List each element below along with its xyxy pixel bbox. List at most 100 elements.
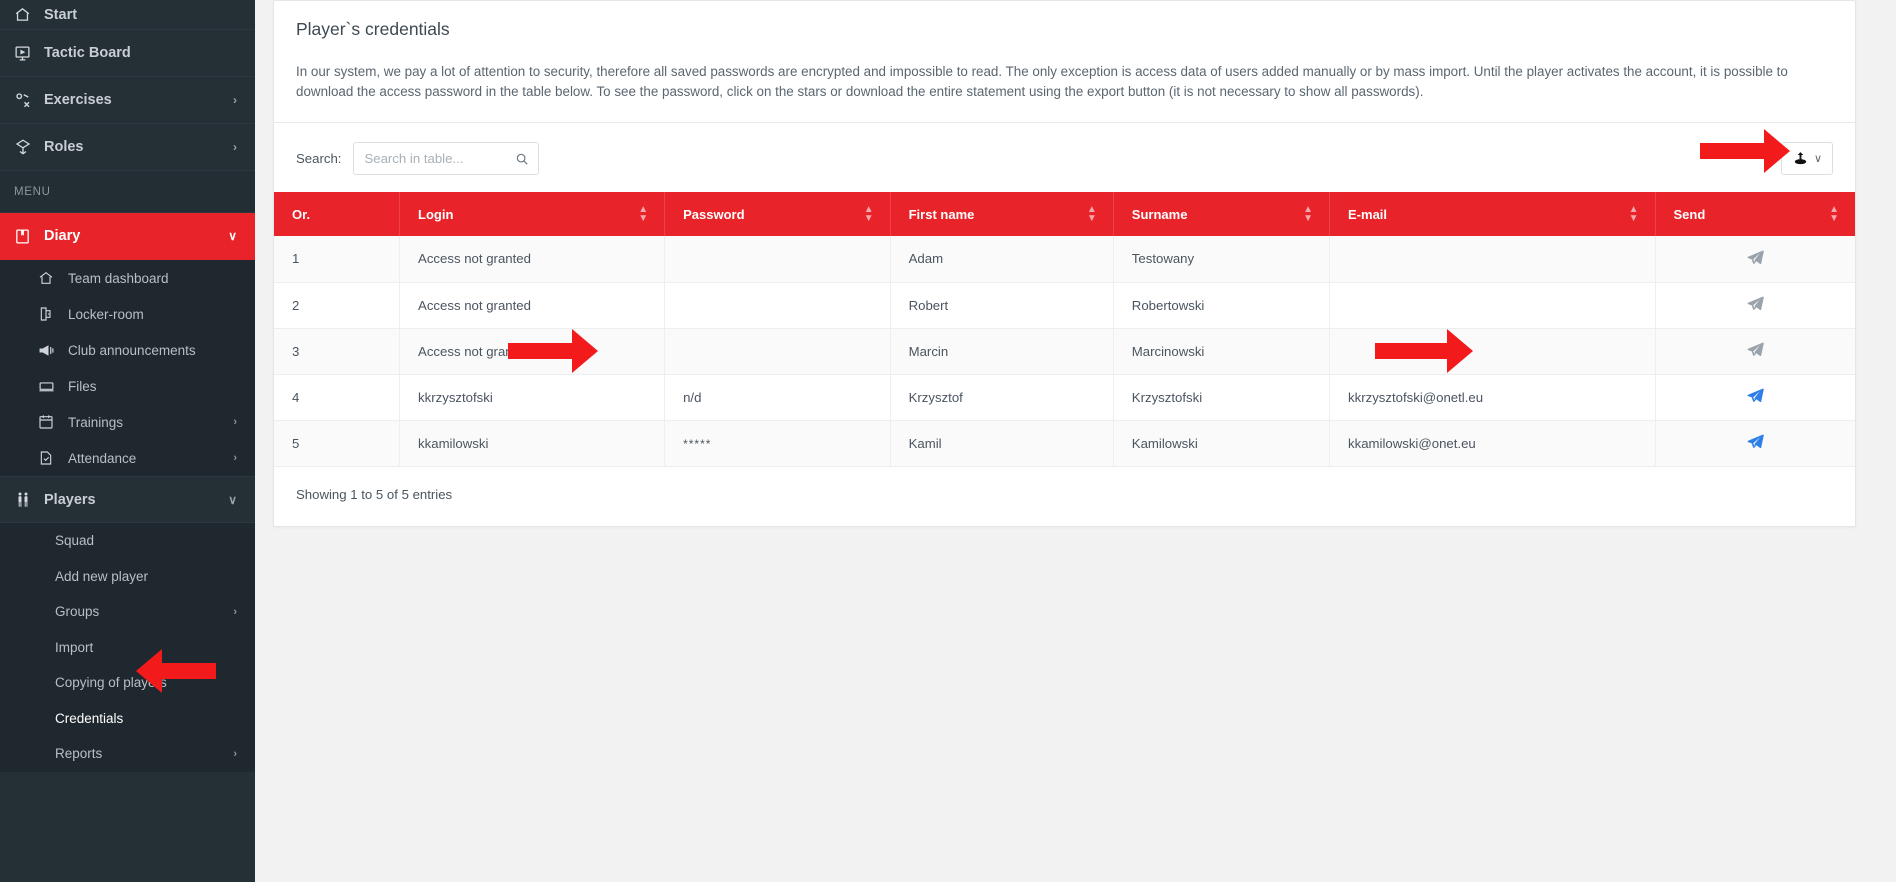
sidebar-item-label: Roles bbox=[44, 139, 84, 155]
cell-surname: Testowany bbox=[1113, 236, 1331, 283]
cell-email bbox=[1329, 282, 1656, 329]
search-box[interactable] bbox=[353, 142, 540, 175]
sidebar-item-players[interactable]: Players ∨ bbox=[0, 476, 255, 523]
sort-icon[interactable]: ▲ ▼ bbox=[1303, 204, 1314, 224]
sidebar-item-start[interactable]: Start bbox=[0, 0, 255, 30]
sidebar-item-groups[interactable]: Groups › bbox=[0, 594, 255, 630]
calendar-icon bbox=[38, 414, 68, 430]
cell-password[interactable]: n/d bbox=[664, 374, 891, 421]
send-plane-icon[interactable] bbox=[1746, 250, 1765, 270]
megaphone-icon bbox=[38, 342, 68, 359]
sidebar-item-add-new-player[interactable]: Add new player bbox=[0, 559, 255, 595]
sidebar-item-copying-of-players[interactable]: Copying of players bbox=[0, 665, 255, 701]
cell-or: 3 bbox=[274, 328, 401, 375]
sidebar-item-roles[interactable]: Roles › bbox=[0, 124, 255, 171]
cell-send[interactable] bbox=[1655, 420, 1855, 467]
sort-icon[interactable]: ▲ ▼ bbox=[1086, 204, 1097, 224]
cell-send[interactable] bbox=[1655, 328, 1855, 375]
cell-send[interactable] bbox=[1655, 236, 1855, 283]
password-value[interactable]: n/d bbox=[683, 389, 702, 405]
sort-icon[interactable]: ▲ ▼ bbox=[863, 204, 874, 224]
sidebar-item-files[interactable]: Files bbox=[0, 368, 255, 404]
column-header-send[interactable]: Send ▲ ▼ bbox=[1655, 192, 1855, 236]
sidebar-item-exercises[interactable]: Exercises › bbox=[0, 77, 255, 124]
cell-surname: Krzysztofski bbox=[1113, 374, 1331, 421]
sidebar-item-label: Attendance bbox=[68, 450, 137, 466]
column-header-surname[interactable]: Surname ▲ ▼ bbox=[1113, 192, 1331, 236]
sidebar-item-diary[interactable]: Diary ∨ bbox=[0, 213, 255, 260]
exercises-icon bbox=[14, 91, 44, 109]
cell-password[interactable] bbox=[664, 328, 891, 375]
players-submenu: Squad Add new player Groups › Import Cop… bbox=[0, 523, 255, 772]
cell-login: Access not granted bbox=[399, 328, 666, 375]
send-plane-icon[interactable] bbox=[1746, 342, 1765, 362]
cell-first-name: Marcin bbox=[890, 328, 1114, 375]
sidebar-item-trainings[interactable]: Trainings › bbox=[0, 404, 255, 440]
sidebar-item-attendance[interactable]: Attendance › bbox=[0, 440, 255, 476]
search-input[interactable] bbox=[354, 143, 539, 174]
send-plane-icon[interactable] bbox=[1746, 388, 1765, 408]
sidebar-item-label: Tactic Board bbox=[44, 45, 131, 61]
cell-send[interactable] bbox=[1655, 282, 1855, 329]
locker-room-icon bbox=[38, 306, 68, 322]
table-row: 4 kkrzysztofski n/d Krzysztof Krzysztofski kk… bbox=[274, 374, 1855, 421]
sidebar-item-club-announcements[interactable]: Club announcements bbox=[0, 332, 255, 368]
cell-login: kkamilowski bbox=[399, 420, 666, 467]
search-icon[interactable] bbox=[515, 152, 529, 166]
sidebar-item-import[interactable]: Import bbox=[0, 630, 255, 666]
sidebar-item-squad[interactable]: Squad bbox=[0, 523, 255, 559]
table-entries-info: Showing 1 to 5 of 5 entries bbox=[274, 466, 1855, 526]
sidebar-item-label: Diary bbox=[44, 228, 81, 244]
sidebar-item-team-dashboard[interactable]: Team dashboard bbox=[0, 260, 255, 296]
attendance-icon bbox=[38, 450, 68, 466]
chevron-right-icon: › bbox=[233, 452, 237, 464]
players-icon bbox=[14, 491, 44, 509]
cell-surname: Marcinowski bbox=[1113, 328, 1331, 375]
sidebar-item-locker-room[interactable]: Locker-room bbox=[0, 296, 255, 332]
column-header-first-name[interactable]: First name ▲ ▼ bbox=[890, 192, 1114, 236]
send-plane-icon[interactable] bbox=[1746, 434, 1765, 454]
roles-icon bbox=[14, 138, 44, 156]
column-header-login[interactable]: Login ▲ ▼ bbox=[399, 192, 666, 236]
cell-surname: Robertowski bbox=[1113, 282, 1331, 329]
cell-or: 5 bbox=[274, 420, 401, 467]
column-header-or[interactable]: Or. bbox=[274, 192, 401, 236]
sort-icon[interactable]: ▲ ▼ bbox=[638, 204, 649, 224]
password-value[interactable]: ***** bbox=[683, 436, 712, 451]
send-plane-icon[interactable] bbox=[1746, 296, 1765, 316]
column-label: Surname bbox=[1131, 206, 1188, 222]
export-button[interactable]: ∨ bbox=[1781, 142, 1833, 175]
sidebar-item-tactic-board[interactable]: Tactic Board bbox=[0, 30, 255, 77]
search-area: Search: bbox=[296, 142, 540, 175]
sidebar-item-label: Squad bbox=[55, 533, 95, 549]
cell-password[interactable] bbox=[664, 236, 891, 283]
cell-login: kkrzysztofski bbox=[399, 374, 666, 421]
column-label: Send bbox=[1673, 206, 1706, 222]
credentials-table: Or. Login ▲ ▼ Password ▲ ▼ First name ▲ ▼ bbox=[274, 192, 1855, 467]
tactic-board-icon bbox=[14, 45, 44, 62]
sort-icon[interactable]: ▲ ▼ bbox=[1829, 204, 1839, 224]
sidebar-item-label: Groups bbox=[55, 604, 100, 620]
credentials-card: Player`s credentials In our system, we p… bbox=[273, 0, 1856, 527]
column-label: Password bbox=[683, 206, 745, 222]
sidebar-item-label: Start bbox=[44, 6, 78, 23]
sidebar-item-reports[interactable]: Reports › bbox=[0, 736, 255, 772]
sidebar-section-label: MENU bbox=[0, 171, 255, 213]
cell-password[interactable] bbox=[664, 282, 891, 329]
chevron-down-icon: ∨ bbox=[1813, 153, 1823, 165]
cell-send[interactable] bbox=[1655, 374, 1855, 421]
column-label: E-mail bbox=[1348, 206, 1388, 222]
cell-login: Access not granted bbox=[399, 282, 666, 329]
sidebar: Start Tactic Board Exercises › Roles › M… bbox=[0, 0, 255, 882]
column-header-email[interactable]: E-mail ▲ ▼ bbox=[1329, 192, 1656, 236]
cell-first-name: Robert bbox=[890, 282, 1114, 329]
sort-icon[interactable]: ▲ ▼ bbox=[1628, 204, 1639, 224]
column-header-password[interactable]: Password ▲ ▼ bbox=[664, 192, 891, 236]
cell-password[interactable]: ***** bbox=[664, 420, 891, 467]
table-row: 3 Access not granted Marcin Marcinowski bbox=[274, 328, 1855, 375]
sidebar-item-label: Locker-room bbox=[68, 306, 144, 322]
sidebar-item-credentials[interactable]: Credentials bbox=[0, 701, 255, 737]
chevron-down-icon: ∨ bbox=[228, 229, 237, 243]
